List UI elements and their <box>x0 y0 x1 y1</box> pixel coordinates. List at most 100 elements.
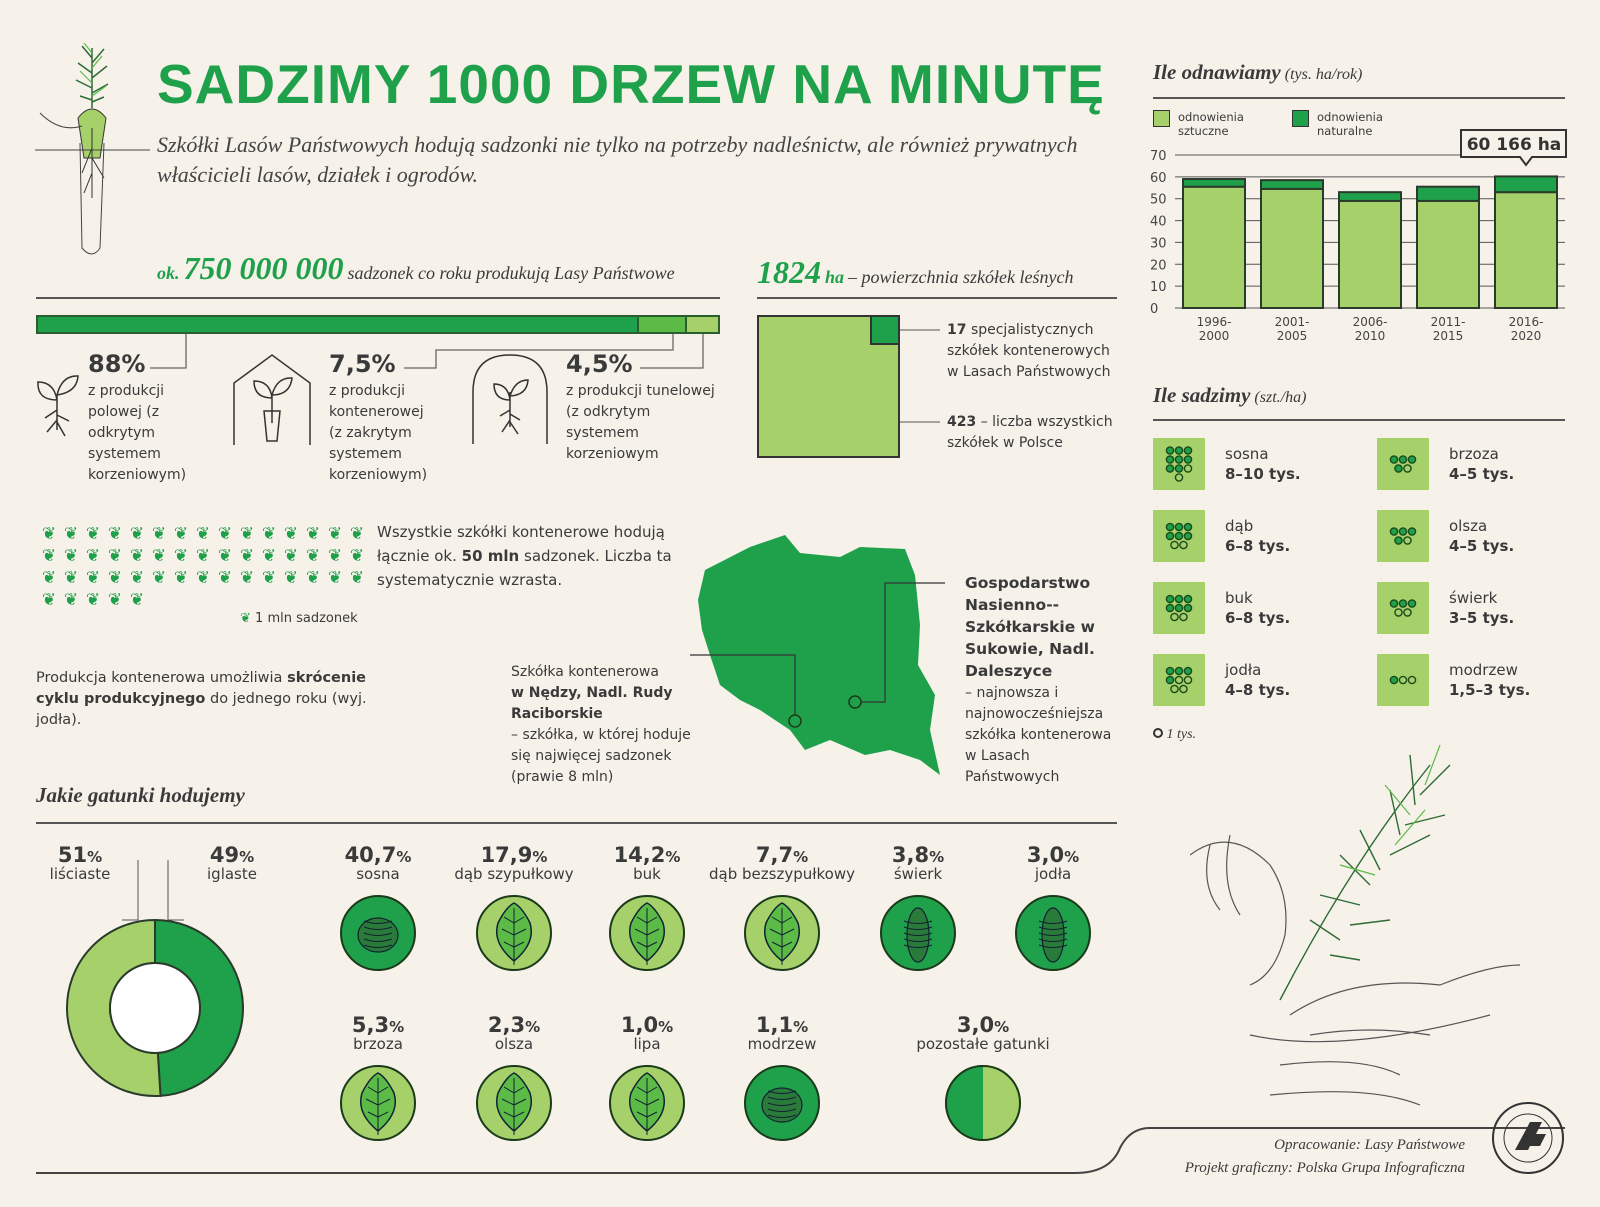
sprout-icon: ❦ <box>151 524 167 544</box>
legend-label-artificial: odnowienia sztuczne <box>1178 110 1244 138</box>
thousand-circle-icon <box>1174 464 1184 473</box>
density-value: 6–8 tys. <box>1225 609 1291 627</box>
sprout-icon: ❦ <box>129 524 145 544</box>
legend-natural: odnowienia naturalne <box>1292 110 1402 138</box>
x-tick-label: 1996- <box>1197 315 1232 329</box>
thousand-circle-icon <box>1389 675 1399 685</box>
density-value: 3–5 tys. <box>1449 609 1515 627</box>
thousand-circle-icon <box>1407 455 1417 464</box>
y-tick-label: 10 <box>1150 280 1167 295</box>
divider <box>1153 97 1565 99</box>
bar-artificial <box>1182 185 1246 309</box>
sprout-icon: ❦ <box>129 568 145 588</box>
divider <box>36 297 720 299</box>
bar-natural <box>1338 191 1402 202</box>
circle-icon <box>1153 728 1163 738</box>
species-name: buk <box>1225 589 1253 607</box>
cycle-text-b: do jednego roku (wyj. jodła). <box>36 691 367 728</box>
species-value-number: 17,9 <box>480 843 533 867</box>
production-number: 750 000 000 <box>183 250 344 286</box>
density-pictogram <box>1153 654 1205 706</box>
species-item: 3,0% jodła <box>978 843 1128 973</box>
species-value-number: 3,0 <box>1026 843 1065 867</box>
species-item: 1,0% lipa <box>572 1013 722 1143</box>
area-number: 1824 <box>757 254 821 290</box>
sprout-icon: ❦ <box>173 524 189 544</box>
species-item: 1,1% modrzew <box>707 1013 857 1143</box>
broadleaf-share: 51% liściaste <box>5 843 155 883</box>
species-value-pct: % <box>793 1018 809 1036</box>
species-value-number: 7,7 <box>755 843 794 867</box>
sprout-icon: ❦ <box>173 546 189 566</box>
sprout-icon: ❦ <box>107 524 123 544</box>
sprout-icon: ❦ <box>63 524 79 544</box>
thousand-circle-icon <box>1398 455 1408 464</box>
thousand-circle-icon <box>1174 446 1184 455</box>
thousand-circle-icon <box>1183 455 1193 464</box>
species-value-pct: % <box>994 1018 1010 1036</box>
page-subtitle: Szkółki Lasów Państwowych hodują sadzonk… <box>157 132 1078 187</box>
density-value: 4–5 tys. <box>1449 537 1515 555</box>
share-tunnel-value: 4,5% <box>566 350 633 378</box>
area-headline: 1824 ha – powierzchnia szkółek leśnych <box>757 254 1073 291</box>
container-text-bold: 50 mln <box>461 547 520 565</box>
x-tick-label: 2005 <box>1277 329 1308 343</box>
y-tick-label: 40 <box>1150 215 1167 230</box>
species-item: 40,7% sosna <box>303 843 453 973</box>
species-name: olsza <box>1449 517 1488 535</box>
species-name: brzoza <box>1449 445 1499 463</box>
density-label: świerk 3–5 tys. <box>1449 588 1514 628</box>
legend-swatch-artificial <box>1153 110 1170 127</box>
thousand-circle-icon <box>1174 603 1184 613</box>
species-value-pct: % <box>658 1018 674 1036</box>
greenhouse-container-icon <box>233 354 311 445</box>
thousand-circle-icon <box>1183 675 1193 685</box>
birch-leaf-icon <box>340 1065 416 1141</box>
linden-leaf-icon <box>609 1065 685 1141</box>
sprout-icon: ❦ <box>195 568 211 588</box>
species-name: dąb <box>1225 517 1254 535</box>
sprout-icon: ❦ <box>239 568 255 588</box>
share-tunnel-text: z produkcji tunelowej (z odkrytym system… <box>566 383 715 462</box>
thousand-circle-icon <box>1183 531 1193 541</box>
density-value: 4–5 tys. <box>1449 465 1515 483</box>
conifer-share: 49% iglaste <box>157 843 307 883</box>
bar-natural <box>1494 175 1558 194</box>
oak-leaf-icon <box>476 895 552 971</box>
density-pictogram <box>1377 510 1429 562</box>
thousand-circle-icon <box>1403 536 1412 545</box>
sprout-icon: ❦ <box>305 568 321 588</box>
thousand-circle-icon <box>1165 666 1175 676</box>
sprout-icon: ❦ <box>261 546 277 566</box>
y-tick-label: 30 <box>1150 236 1167 251</box>
sprout-icon: ❦ <box>107 590 123 610</box>
area-unit: ha <box>825 267 845 287</box>
thousand-circle-icon <box>1165 594 1175 604</box>
sprout-icon: ❦ <box>217 568 233 588</box>
x-tick-label: 2020 <box>1511 329 1542 343</box>
density-label: brzoza 4–5 tys. <box>1449 444 1514 484</box>
species-title: Jakie gatunki hodujemy <box>36 783 245 807</box>
x-tick-label: 2000 <box>1199 329 1230 343</box>
density-label: sosna 8–10 tys. <box>1225 444 1301 484</box>
thousand-circle-icon <box>1179 612 1188 622</box>
sprout-icon: ❦ <box>349 546 365 566</box>
bar-artificial <box>1260 187 1324 309</box>
species-value-pct: % <box>1064 848 1080 866</box>
sprout-icon: ❦ <box>195 524 211 544</box>
alder-leaf-icon <box>476 1065 552 1141</box>
lasy-panstwowe-logo <box>1492 1102 1564 1174</box>
hands-planting-illustration <box>1190 744 1521 1106</box>
thousand-circle-icon <box>1394 536 1403 545</box>
legend-artificial: odnowienia sztuczne <box>1153 110 1283 138</box>
poland-map <box>690 535 945 775</box>
density-unit: (szt./ha) <box>1254 389 1307 406</box>
bar-natural <box>1416 185 1480 202</box>
species-value: 1,1% <box>707 1013 857 1037</box>
species-item: 3,8% świerk <box>843 843 993 973</box>
density-pictogram <box>1377 582 1429 634</box>
oak-leaf-icon <box>744 895 820 971</box>
species-value-number: 40,7 <box>344 843 397 867</box>
beech-leaf-icon <box>609 895 685 971</box>
annotation-callout <box>1460 129 1567 167</box>
